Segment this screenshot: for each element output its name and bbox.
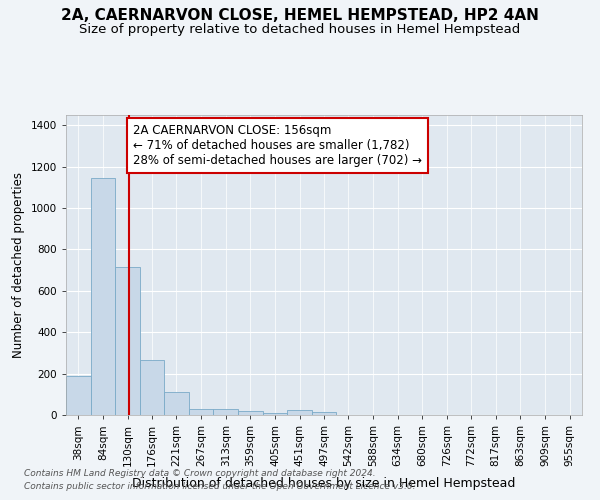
Bar bbox=[140, 360, 164, 415]
Bar bbox=[91, 178, 115, 415]
X-axis label: Distribution of detached houses by size in Hemel Hempstead: Distribution of detached houses by size … bbox=[133, 478, 515, 490]
Text: 2A, CAERNARVON CLOSE, HEMEL HEMPSTEAD, HP2 4AN: 2A, CAERNARVON CLOSE, HEMEL HEMPSTEAD, H… bbox=[61, 8, 539, 22]
Bar bbox=[238, 412, 263, 415]
Bar bbox=[189, 409, 213, 415]
Bar bbox=[115, 267, 140, 415]
Text: 2A CAERNARVON CLOSE: 156sqm
← 71% of detached houses are smaller (1,782)
28% of : 2A CAERNARVON CLOSE: 156sqm ← 71% of det… bbox=[133, 124, 422, 167]
Bar bbox=[287, 410, 312, 415]
Bar bbox=[312, 412, 336, 415]
Bar bbox=[66, 376, 91, 415]
Bar bbox=[263, 413, 287, 415]
Bar bbox=[214, 410, 238, 415]
Text: Size of property relative to detached houses in Hemel Hempstead: Size of property relative to detached ho… bbox=[79, 22, 521, 36]
Bar bbox=[164, 392, 188, 415]
Y-axis label: Number of detached properties: Number of detached properties bbox=[12, 172, 25, 358]
Text: Contains public sector information licensed under the Open Government Licence v3: Contains public sector information licen… bbox=[24, 482, 415, 491]
Text: Contains HM Land Registry data © Crown copyright and database right 2024.: Contains HM Land Registry data © Crown c… bbox=[24, 468, 376, 477]
